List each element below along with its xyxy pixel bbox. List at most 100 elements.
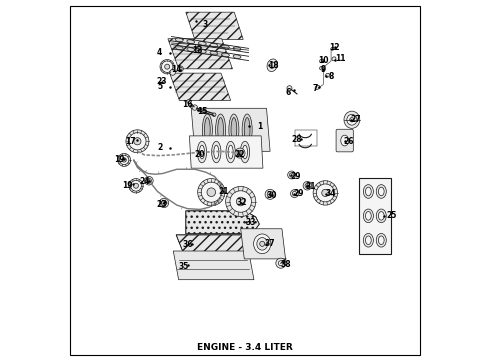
Text: 29: 29 <box>294 189 304 198</box>
Ellipse shape <box>235 148 245 158</box>
Ellipse shape <box>228 145 233 159</box>
Polygon shape <box>190 136 263 168</box>
Ellipse shape <box>313 181 338 205</box>
Ellipse shape <box>175 38 183 42</box>
Polygon shape <box>191 108 270 151</box>
Text: 33: 33 <box>245 218 256 227</box>
Text: 16: 16 <box>182 100 193 109</box>
Text: 14: 14 <box>172 65 182 74</box>
Ellipse shape <box>239 152 241 154</box>
Ellipse shape <box>366 212 371 220</box>
Ellipse shape <box>331 47 334 50</box>
Text: 15: 15 <box>197 107 208 116</box>
Ellipse shape <box>291 190 298 198</box>
Text: 1: 1 <box>257 122 262 131</box>
Ellipse shape <box>122 158 126 162</box>
Ellipse shape <box>187 48 195 51</box>
Ellipse shape <box>303 181 312 190</box>
Text: 2: 2 <box>157 143 162 152</box>
Ellipse shape <box>325 73 329 77</box>
Ellipse shape <box>197 141 207 163</box>
Text: 29: 29 <box>290 172 300 181</box>
Ellipse shape <box>159 198 169 208</box>
Text: 5: 5 <box>157 82 162 91</box>
Text: 25: 25 <box>387 211 397 220</box>
Text: 31: 31 <box>305 182 316 191</box>
Ellipse shape <box>278 261 283 266</box>
Ellipse shape <box>204 118 210 142</box>
Ellipse shape <box>233 47 241 51</box>
Text: 4: 4 <box>157 48 162 57</box>
Ellipse shape <box>202 114 212 145</box>
Ellipse shape <box>147 178 151 183</box>
Polygon shape <box>241 229 286 259</box>
Text: 19: 19 <box>114 155 125 164</box>
Text: 38: 38 <box>281 260 291 269</box>
Text: 3: 3 <box>203 19 208 28</box>
Ellipse shape <box>344 111 360 129</box>
Ellipse shape <box>237 150 243 156</box>
Ellipse shape <box>267 192 273 197</box>
Ellipse shape <box>231 118 237 142</box>
Ellipse shape <box>276 258 286 268</box>
Ellipse shape <box>364 233 373 247</box>
Ellipse shape <box>165 64 170 69</box>
Ellipse shape <box>293 192 296 196</box>
Ellipse shape <box>378 236 384 244</box>
Ellipse shape <box>254 234 271 254</box>
Text: ENGINE - 3.4 LITER: ENGINE - 3.4 LITER <box>197 343 293 352</box>
Ellipse shape <box>177 66 183 72</box>
Ellipse shape <box>226 141 235 163</box>
Ellipse shape <box>197 179 225 206</box>
Ellipse shape <box>257 238 268 250</box>
Polygon shape <box>173 251 254 280</box>
Text: 11: 11 <box>335 54 345 63</box>
Ellipse shape <box>134 138 141 145</box>
Text: 19: 19 <box>122 181 133 190</box>
Ellipse shape <box>322 189 329 197</box>
Ellipse shape <box>288 171 295 179</box>
Ellipse shape <box>214 145 219 159</box>
Polygon shape <box>186 12 243 40</box>
Text: 13: 13 <box>193 46 203 55</box>
Text: 26: 26 <box>344 137 354 146</box>
Text: 17: 17 <box>125 137 136 146</box>
Bar <box>359 178 391 253</box>
Ellipse shape <box>319 66 324 70</box>
Ellipse shape <box>270 62 275 68</box>
Ellipse shape <box>199 145 204 159</box>
Text: 7: 7 <box>312 84 318 93</box>
Ellipse shape <box>129 179 143 193</box>
Ellipse shape <box>376 233 386 247</box>
Ellipse shape <box>376 185 386 198</box>
Text: 30: 30 <box>267 190 277 199</box>
Ellipse shape <box>207 188 216 197</box>
Ellipse shape <box>201 182 221 202</box>
Text: 35: 35 <box>179 262 189 271</box>
Ellipse shape <box>198 41 206 45</box>
Ellipse shape <box>216 114 225 145</box>
Ellipse shape <box>236 197 245 206</box>
Ellipse shape <box>269 193 271 195</box>
Ellipse shape <box>265 189 275 199</box>
Ellipse shape <box>118 153 131 166</box>
Ellipse shape <box>221 45 229 49</box>
Ellipse shape <box>161 200 167 206</box>
Ellipse shape <box>366 187 371 196</box>
Ellipse shape <box>233 55 241 59</box>
Ellipse shape <box>364 185 373 198</box>
Ellipse shape <box>364 209 373 223</box>
Ellipse shape <box>225 186 256 217</box>
Ellipse shape <box>145 176 153 185</box>
Text: 18: 18 <box>269 61 279 70</box>
Ellipse shape <box>160 59 174 74</box>
Text: 34: 34 <box>325 189 336 198</box>
Ellipse shape <box>126 130 149 153</box>
Ellipse shape <box>179 67 182 71</box>
Text: 10: 10 <box>318 57 328 66</box>
Polygon shape <box>186 211 259 234</box>
Polygon shape <box>168 39 232 69</box>
Ellipse shape <box>376 209 386 223</box>
Text: 32: 32 <box>236 198 246 207</box>
Text: 36: 36 <box>182 240 193 249</box>
